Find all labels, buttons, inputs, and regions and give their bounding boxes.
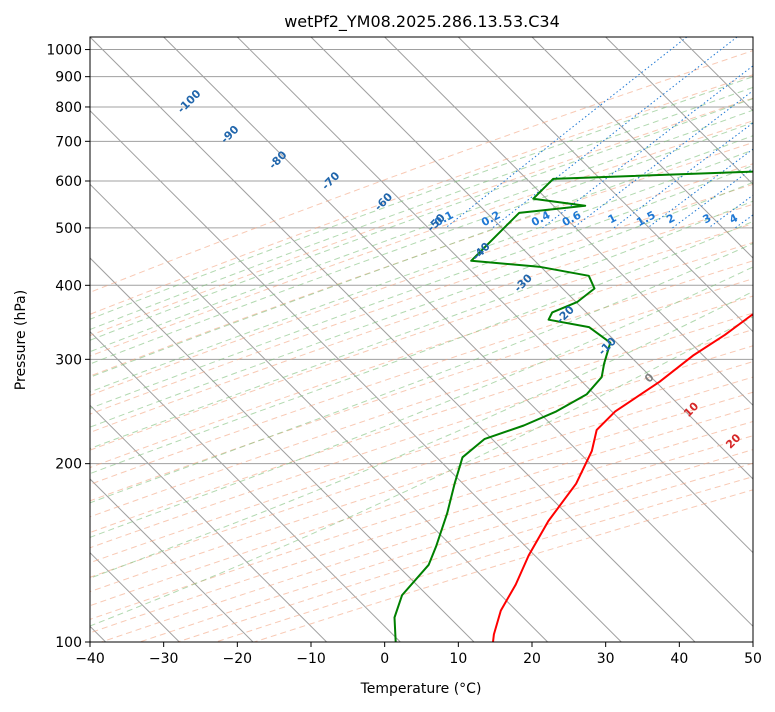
isotherm-line (753, 37, 775, 642)
isotherm-line (237, 37, 775, 642)
mixing-ratio-line (573, 37, 775, 228)
mixing-ratio-line (735, 37, 775, 228)
x-tick-label: −40 (75, 651, 105, 667)
isotherm-label: -80 (266, 148, 289, 171)
x-tick-label: 50 (744, 651, 762, 667)
isotherm-line (532, 37, 775, 642)
y-tick-label: 1000 (46, 43, 82, 59)
isotherm-label: -70 (319, 169, 342, 192)
y-tick-label: 600 (55, 174, 82, 190)
x-axis-label: Temperature (°C) (360, 681, 482, 697)
y-tick-label: 900 (55, 70, 82, 86)
isotherm-label: 0 (642, 371, 657, 386)
x-tick-label: −10 (296, 651, 326, 667)
y-tick-label: 400 (55, 278, 82, 294)
mixing-ratio-line (672, 37, 775, 228)
profile-lines (395, 60, 775, 642)
x-tick-label: 0 (380, 651, 389, 667)
isotherm-label: -30 (512, 271, 535, 294)
isotherm-label: -10 (596, 335, 619, 358)
isotherm-line (164, 37, 769, 642)
y-tick-label: 200 (55, 457, 82, 473)
mixing-ratio-label: 3 (701, 211, 714, 226)
dry-adiabat-line (178, 37, 775, 642)
mixing-ratio-label: 2 (664, 211, 677, 226)
x-tick-label: 20 (523, 651, 541, 667)
isotherm-label: 20 (723, 431, 743, 451)
mixing-ratio-label: 1.5 (634, 208, 657, 229)
y-tick-label: 700 (55, 134, 82, 150)
x-tick-label: 40 (670, 651, 688, 667)
mixing-ratio-line (446, 37, 687, 228)
moist-adiabat-line (0, 37, 775, 642)
y-tick-label: 300 (55, 352, 82, 368)
y-tick-label: 500 (55, 221, 82, 237)
isotherm-line (0, 37, 327, 642)
isotherm-line (458, 37, 775, 642)
chart-title: wetPf2_YM08.2025.286.13.53.C34 (284, 12, 560, 32)
profile-series-1 (395, 60, 775, 642)
x-tick-label: −30 (149, 651, 179, 667)
mixing-ratio-label: 0.6 (560, 208, 584, 229)
isotherm-line (679, 37, 775, 642)
isotherm-label: -90 (218, 123, 241, 146)
isotherm-line (0, 37, 253, 642)
x-tick-label: 30 (597, 651, 615, 667)
y-axis-label: Pressure (hPa) (13, 290, 29, 390)
profile-series-0 (493, 60, 775, 642)
isotherm-label: 10 (681, 399, 701, 419)
moist-adiabat-line (49, 37, 775, 642)
dry-adiabat-line (216, 37, 775, 642)
x-tick-label: −20 (223, 651, 253, 667)
isotherm-label: -100 (175, 87, 204, 116)
mixing-ratio-label: 1 (606, 211, 619, 226)
isotherm-label: -60 (372, 190, 395, 213)
isotherm-line (0, 37, 400, 642)
x-tick-label: 10 (449, 651, 467, 667)
y-tick-label: 100 (55, 635, 82, 651)
isotherm-line (606, 37, 775, 642)
mixing-ratio-label: 4 (727, 211, 740, 226)
mixing-ratio-line (493, 37, 738, 228)
background-lines (0, 37, 775, 642)
dry-adiabat-line (102, 37, 775, 642)
y-tick-label: 800 (55, 100, 82, 116)
